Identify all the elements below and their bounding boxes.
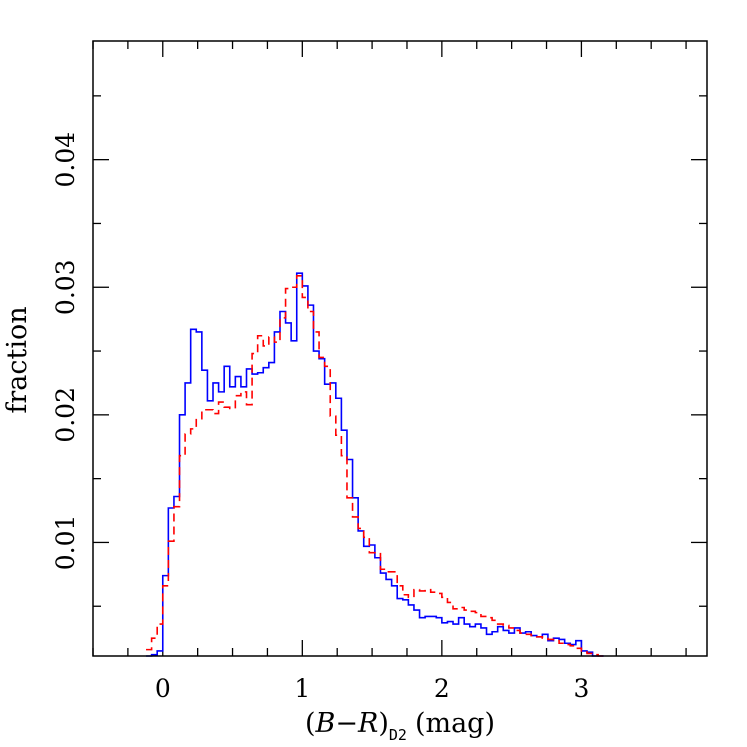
x-axis-label: (B−R)D2 (mag) <box>305 708 495 744</box>
tick-labels: 0 1 2 3 0.01 0.02 0.03 0.04 <box>51 132 589 703</box>
y-tick-label: 0.01 <box>51 515 80 571</box>
y-tick-label: 0.03 <box>51 259 80 315</box>
y-axis-label: fraction <box>2 306 33 413</box>
series-red-dashed <box>146 274 604 657</box>
axis-ticks <box>92 41 707 656</box>
x-tick-label: 2 <box>434 674 450 703</box>
plot-frame <box>92 40 708 657</box>
y-tick-label: 0.04 <box>51 132 80 188</box>
series-group <box>146 272 604 657</box>
series-blue-solid <box>146 272 604 657</box>
x-tick-label: 3 <box>573 674 589 703</box>
x-tick-label: 1 <box>294 674 310 703</box>
y-tick-label: 0.02 <box>51 387 80 443</box>
x-tick-label: 0 <box>155 674 171 703</box>
